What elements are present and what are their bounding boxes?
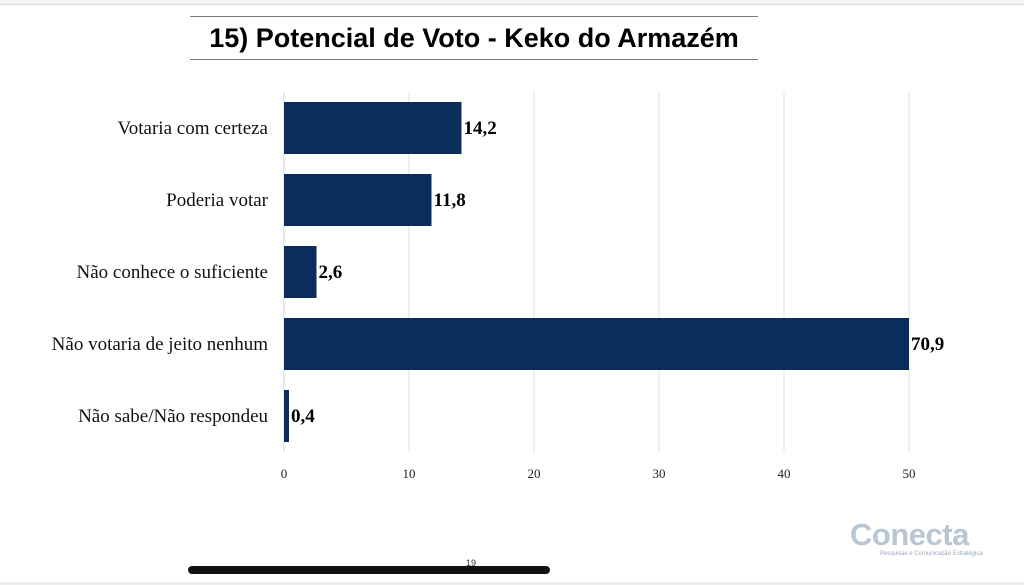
window-bottom-border: [0, 582, 1024, 585]
bar: [284, 246, 317, 298]
x-tick-label: 50: [903, 466, 916, 481]
category-label: Não conhece o suficiente: [77, 262, 269, 283]
chart-title: 15) Potencial de Voto - Keko do Armazém: [209, 22, 739, 53]
bar: [284, 390, 289, 442]
value-label: 14,2: [464, 118, 497, 139]
conecta-logo: Conecta Pesquisas e Comunicação Estratég…: [850, 517, 1000, 560]
bar: [284, 102, 462, 154]
horizontal-scrollbar[interactable]: [188, 566, 550, 574]
value-label: 11,8: [434, 190, 466, 211]
x-tick-label: 10: [403, 466, 416, 481]
category-label: Poderia votar: [166, 190, 269, 211]
x-tick-label: 30: [653, 466, 666, 481]
category-label: Não sabe/Não respondeu: [78, 406, 268, 427]
x-tick-label: 20: [528, 466, 541, 481]
x-tick-label: 40: [778, 466, 791, 481]
title-box: 15) Potencial de Voto - Keko do Armazém: [190, 16, 758, 60]
value-label: 0,4: [291, 406, 315, 427]
logo-wordmark: Conecta: [850, 517, 969, 552]
category-label: Não votaria de jeito nenhum: [52, 334, 269, 355]
window-top-border: [0, 0, 1024, 5]
category-label: Votaria com certeza: [117, 118, 268, 139]
value-label: 2,6: [319, 262, 343, 283]
logo-tagline: Pesquisas e Comunicação Estratégica: [880, 551, 983, 557]
value-label: 70,9: [911, 334, 944, 355]
page-number: 19: [466, 558, 477, 568]
bar: [284, 174, 432, 226]
x-tick-label: 0: [281, 466, 288, 481]
bar: [284, 318, 909, 370]
